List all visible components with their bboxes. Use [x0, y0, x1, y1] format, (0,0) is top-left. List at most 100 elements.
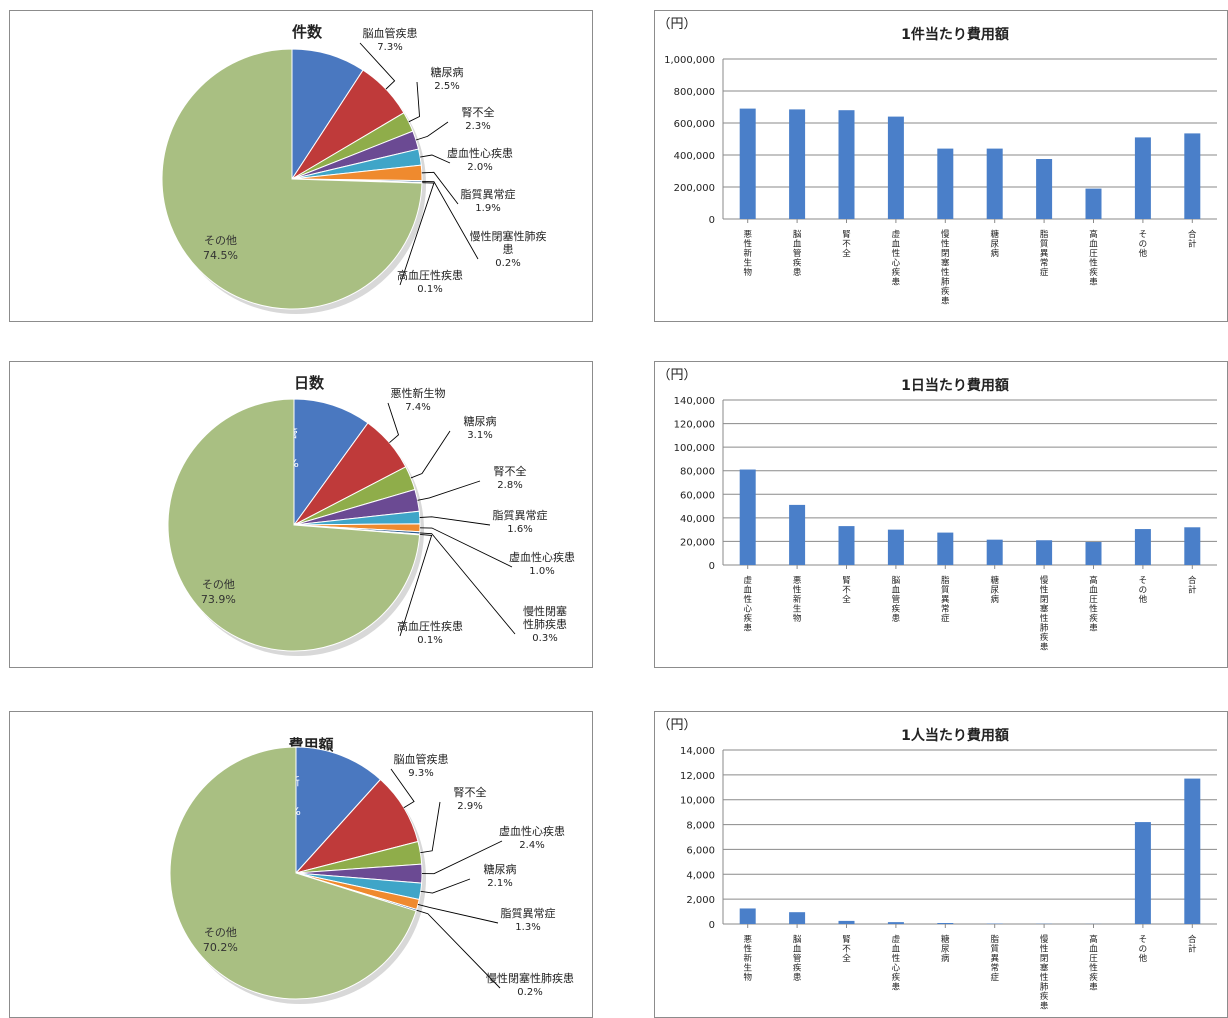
x-tick-char: 心 [743, 605, 752, 615]
x-tick-label: その他 [1139, 935, 1148, 964]
x-tick-char: 物 [743, 267, 752, 278]
chart-title: 件数 [292, 23, 323, 41]
x-tick-char: 病 [941, 953, 950, 964]
x-tick-label: 合計 [1188, 934, 1197, 955]
x-tick-char: 患 [1089, 623, 1098, 634]
x-tick-char: 疾 [1089, 613, 1098, 624]
x-tick-char: 全 [842, 953, 851, 964]
x-tick-char: 腎 [842, 576, 851, 586]
slice-label: 慢性閉塞 [523, 604, 567, 618]
slice-label: 脂質異常症 [461, 187, 516, 201]
x-tick-label: 高血圧性疾患 [1089, 575, 1098, 634]
bar [1036, 159, 1053, 219]
x-tick-char: 脳 [892, 575, 901, 586]
slice-value: 1.6% [507, 524, 532, 535]
x-tick-char: 血 [793, 239, 802, 250]
x-tick-char: 肺 [1040, 983, 1049, 993]
leader-line [359, 42, 396, 90]
bar-chart-per-case: （円） 1件当たり費用額 1,000,000 800,000 600,000 400,00… [657, 17, 1217, 307]
slice-value: 2.3% [465, 121, 490, 132]
bar-chart-per-person: （円） 1人当たり費用額 14,000 12,000 10,000 8,000 6,000 4… [657, 718, 1217, 1012]
x-tick-char: 患 [743, 623, 752, 634]
x-tick-label: 高血圧性疾患 [1089, 934, 1098, 993]
slice-value: 2.0% [467, 162, 492, 173]
slice-label: 糖尿病 [464, 414, 497, 428]
slice-label: 慢性閉塞性肺疾 [470, 229, 547, 243]
x-tick-char: 計 [1188, 585, 1197, 596]
pie-slice [169, 746, 417, 1000]
x-tick-char: 性 [743, 594, 752, 605]
slice-label: その他 [202, 578, 235, 591]
leader-line [399, 182, 435, 286]
bar [937, 923, 954, 924]
slice-label: 虚血性心疾患 [509, 550, 575, 564]
pie-panel-cost: 費用額悪性新生物11.7%脳血管疾患9.3%腎不全2.9%虚血性心疾患2.4%糖… [9, 711, 593, 1018]
x-tick-char: 肺 [1040, 624, 1049, 634]
pie-panel-count: 件数悪性新生物9.2%脳血管疾患7.3%糖尿病2.5%腎不全2.3%虚血性心疾患… [9, 10, 593, 322]
x-tick-char: 常 [990, 963, 999, 974]
x-tick-label: 慢性閉塞性肺疾患 [1040, 934, 1049, 1012]
leader-line [420, 154, 451, 164]
x-tick-char: 血 [892, 585, 901, 596]
slice-label: 腎不全 [494, 464, 527, 478]
bar [1184, 133, 1201, 219]
x-tick-char: 糖 [990, 229, 999, 240]
x-tick-char: 尿 [990, 240, 999, 250]
x-tick-char: 高 [1089, 229, 1098, 240]
y-tick-label: 6,000 [686, 845, 715, 856]
x-tick-label: 虚血性心疾患 [892, 229, 901, 288]
bar [739, 108, 756, 219]
x-tick-char: 悪 [793, 576, 802, 586]
slice-label: 悪性新生物 [391, 386, 446, 400]
leader-line [419, 527, 513, 568]
x-tick-char: 性 [1040, 585, 1049, 596]
pie-slice [293, 398, 369, 527]
x-tick-char: 性 [743, 944, 752, 955]
x-tick-char: 性 [743, 239, 752, 250]
x-tick-label: 脳血管疾患 [793, 934, 802, 983]
x-tick-char: 脂 [990, 934, 999, 945]
slice-value: 70.2% [203, 941, 238, 954]
y-tick-label: 20,000 [680, 537, 715, 548]
x-tick-char: 患 [1040, 642, 1049, 653]
x-tick-char: 計 [1188, 239, 1197, 250]
y-tick-label: 80,000 [680, 467, 715, 478]
x-tick-char: 生 [743, 258, 752, 269]
x-tick-char: 患 [892, 613, 901, 624]
x-tick-char: 脳 [793, 229, 802, 240]
x-tick-char: 患 [1089, 277, 1098, 288]
leader-line [417, 480, 481, 501]
x-tick-char: 物 [743, 972, 752, 983]
x-tick-char: 疾 [1040, 991, 1049, 1002]
x-tick-char: 尿 [941, 945, 950, 955]
leader-line [420, 801, 441, 854]
x-tick-char: 管 [793, 248, 802, 259]
y-tick-label: 40,000 [680, 514, 715, 525]
x-tick-char: 性 [1089, 604, 1098, 615]
x-tick-char: 計 [1188, 944, 1197, 955]
leader-line [416, 909, 501, 989]
x-tick-label: その他 [1139, 230, 1148, 259]
x-tick-char: 合 [1188, 229, 1197, 240]
bar [986, 148, 1003, 219]
x-tick-char: 患 [892, 982, 901, 993]
slice-label: 糖尿病 [484, 862, 517, 876]
slice-value: 0.1% [417, 635, 442, 646]
x-tick-char: 疾 [941, 286, 950, 297]
x-tick-char: 腎 [842, 230, 851, 240]
x-tick-char: 異 [941, 595, 950, 605]
x-tick-char: 心 [892, 259, 901, 269]
bar [887, 529, 904, 565]
x-tick-char: 高 [1089, 575, 1098, 586]
leader-line [390, 768, 415, 809]
x-tick-char: 常 [941, 604, 950, 615]
bar [838, 920, 855, 924]
slice-label: 患 [503, 243, 514, 256]
x-tick-char: 脳 [793, 934, 802, 945]
leader-line [387, 402, 400, 444]
y-tick-label: 120,000 [674, 420, 715, 431]
x-tick-char: 管 [892, 594, 901, 605]
bar [789, 109, 806, 219]
bar [789, 912, 806, 924]
x-tick-label: 脳血管疾患 [892, 575, 901, 624]
